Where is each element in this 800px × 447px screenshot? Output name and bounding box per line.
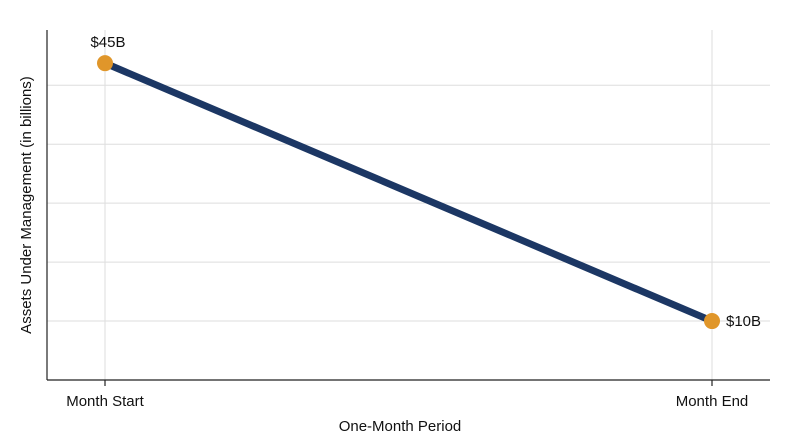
x-tick-label: Month End <box>676 393 749 410</box>
data-label: $45B <box>90 34 125 51</box>
y-axis-title: Assets Under Management (in billions) <box>18 76 35 334</box>
data-label: $10B <box>726 313 761 330</box>
line <box>101 59 716 325</box>
x-tick-label: Month Start <box>66 393 144 410</box>
point <box>704 313 720 330</box>
x-axis-title: One-Month Period <box>339 418 462 435</box>
point <box>97 55 113 72</box>
